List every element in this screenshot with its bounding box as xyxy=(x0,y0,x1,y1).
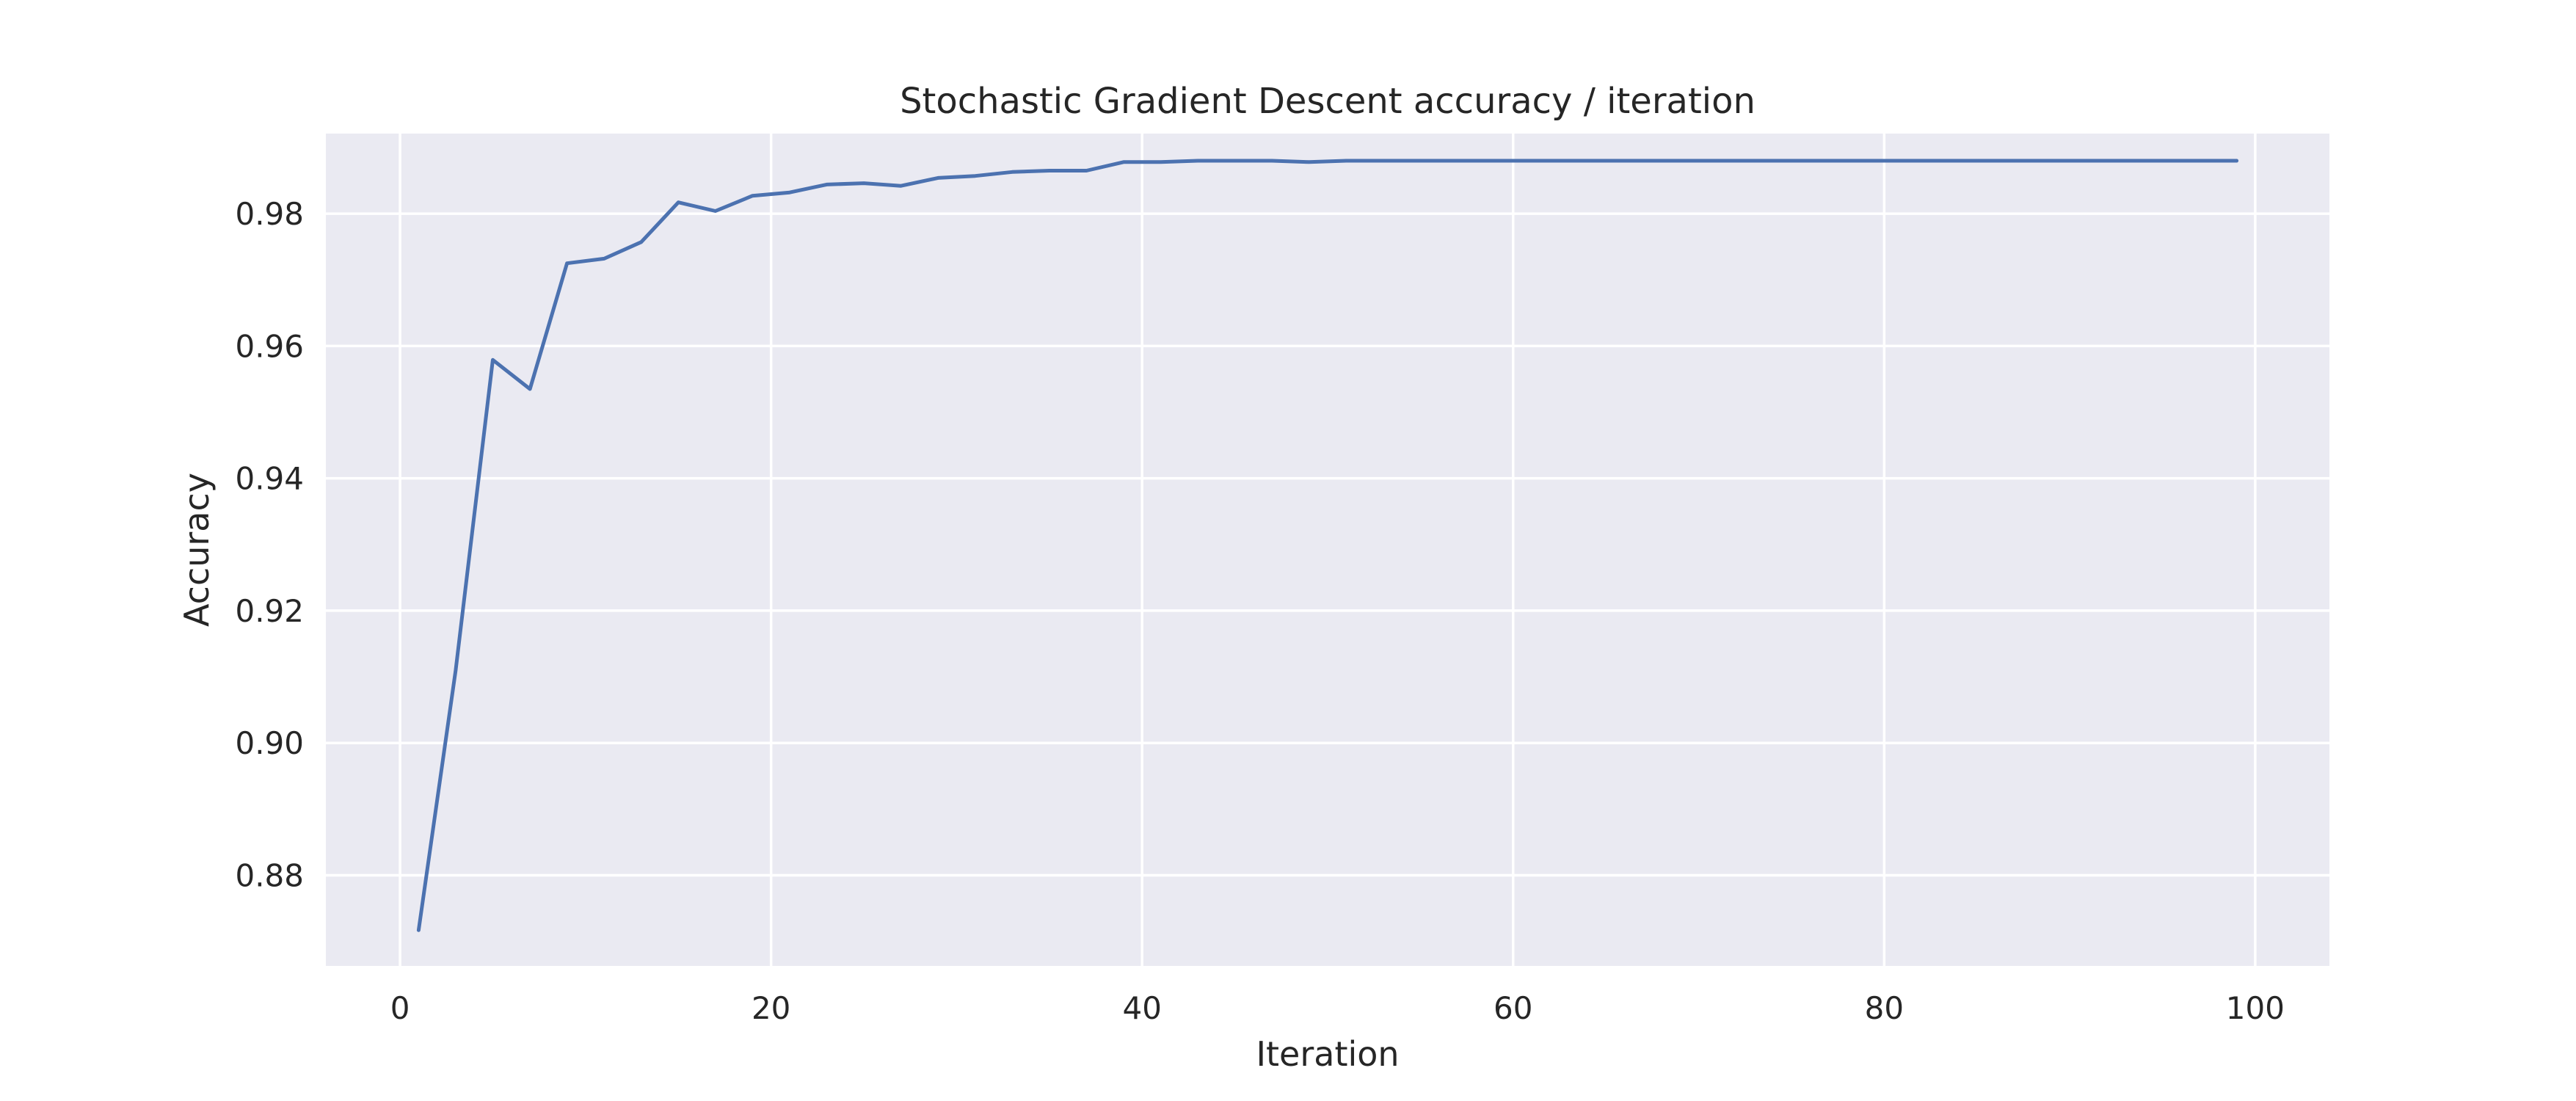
x-tick-label: 40 xyxy=(1122,990,1161,1026)
y-gridlines xyxy=(326,212,2329,877)
x-tick-label: 60 xyxy=(1493,990,1532,1026)
data-point xyxy=(2123,159,2128,163)
data-point xyxy=(1678,159,1682,163)
data-point xyxy=(454,668,458,672)
x-gridlines xyxy=(399,134,2257,966)
data-point xyxy=(713,209,718,213)
data-point xyxy=(1753,159,1756,163)
chart-title: Stochastic Gradient Descent accuracy / i… xyxy=(900,81,1755,122)
data-point xyxy=(565,261,569,265)
data-point xyxy=(862,181,866,185)
y-axis-label: Accuracy xyxy=(177,473,217,627)
data-point xyxy=(787,191,792,195)
data-point xyxy=(417,929,421,932)
data-point xyxy=(1567,159,1571,163)
x-tick-label: 80 xyxy=(1865,990,1904,1026)
data-point xyxy=(1827,159,1830,163)
data-point xyxy=(1011,170,1014,174)
data-point xyxy=(1901,159,1904,163)
data-point xyxy=(528,387,532,391)
data-point xyxy=(1047,169,1052,172)
data-point xyxy=(2161,159,2164,163)
series-layer xyxy=(416,159,2239,932)
data-point xyxy=(2197,159,2202,163)
data-point xyxy=(1419,159,1422,163)
y-tick-label: 0.94 xyxy=(235,461,304,497)
data-point xyxy=(2049,159,2053,163)
data-point xyxy=(1604,159,1608,163)
plot-area xyxy=(326,134,2329,966)
x-tick-label: 100 xyxy=(2226,990,2285,1026)
data-point xyxy=(825,183,829,186)
data-point xyxy=(1938,159,1942,163)
x-axis-label: Iteration xyxy=(1256,1034,1399,1074)
data-point xyxy=(1493,159,1496,163)
data-point xyxy=(1270,159,1274,163)
data-point xyxy=(1641,159,1645,163)
data-point xyxy=(1159,160,1163,164)
accuracy-line xyxy=(416,159,2239,932)
data-point xyxy=(602,257,606,261)
data-point xyxy=(2086,159,2090,163)
data-point xyxy=(1085,169,1088,172)
y-tick-labels: 0.88 0.90 0.92 0.94 0.96 0.98 xyxy=(235,196,304,893)
y-tick-label: 0.92 xyxy=(235,593,304,629)
data-point xyxy=(751,194,754,197)
data-point xyxy=(1715,159,1720,163)
data-point xyxy=(1345,159,1348,163)
y-tick-label: 0.96 xyxy=(235,328,304,364)
data-point xyxy=(1233,159,1237,163)
data-point xyxy=(1121,160,1126,164)
data-point xyxy=(677,200,680,204)
data-point xyxy=(1307,160,1311,164)
data-point xyxy=(1455,159,1460,163)
x-tick-labels: 0 20 40 60 80 100 xyxy=(390,990,2285,1026)
data-point xyxy=(2012,159,2016,163)
data-point xyxy=(1196,159,1200,163)
data-point xyxy=(899,184,903,188)
data-point xyxy=(1381,159,1386,163)
data-point xyxy=(936,176,940,180)
data-point xyxy=(491,358,495,362)
data-point xyxy=(1975,159,1979,163)
x-tick-label: 0 xyxy=(390,990,410,1026)
data-point xyxy=(1529,159,1534,163)
x-tick-label: 20 xyxy=(752,990,790,1026)
y-tick-label: 0.98 xyxy=(235,196,304,232)
y-tick-label: 0.88 xyxy=(235,858,304,894)
data-point xyxy=(1789,159,1794,163)
data-point xyxy=(2235,159,2238,163)
data-point xyxy=(1863,159,1868,163)
y-tick-label: 0.90 xyxy=(235,725,304,761)
data-point xyxy=(639,240,643,244)
data-point xyxy=(973,174,977,178)
